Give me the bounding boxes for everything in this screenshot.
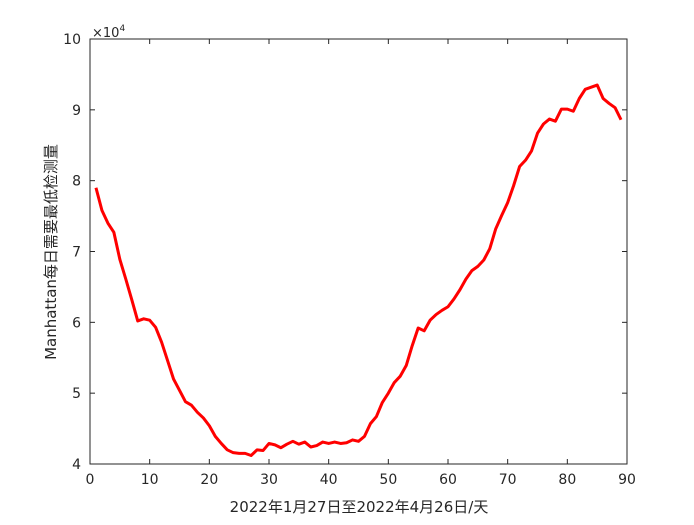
x-tick-label: 20 <box>200 472 218 488</box>
x-axis-ticks: 0 10 20 30 40 50 60 70 80 90 <box>86 39 636 488</box>
y-tick-label: 6 <box>72 315 81 331</box>
y-tick-label: 5 <box>72 386 81 402</box>
plot-frame <box>89 38 628 465</box>
y-axis-exponent: ×104 <box>92 24 125 41</box>
x-tick-label: 90 <box>618 472 636 488</box>
x-tick-label: 50 <box>379 472 397 488</box>
x-tick-label: 40 <box>320 472 338 488</box>
series-layer <box>94 83 623 457</box>
y-exponent-power: 4 <box>119 24 125 34</box>
y-tick-label: 7 <box>72 245 81 261</box>
y-tick-label: 10 <box>63 32 81 48</box>
axes-box <box>89 38 628 465</box>
x-tick-label: 80 <box>558 472 576 488</box>
x-tick-label: 10 <box>141 472 159 488</box>
series-line-1 <box>94 83 623 457</box>
y-exponent-base: ×10 <box>92 26 119 41</box>
y-tick-label: 8 <box>72 174 81 190</box>
x-tick-label: 30 <box>260 472 278 488</box>
x-tick-label: 70 <box>499 472 517 488</box>
y-axis-ticks: 4 5 6 7 8 9 10 <box>63 32 627 473</box>
x-axis-label: 2022年1月27日至2022年4月26日/天 <box>230 498 489 516</box>
y-tick-label: 4 <box>72 457 81 473</box>
x-tick-label: 0 <box>86 472 95 488</box>
x-tick-label: 60 <box>439 472 457 488</box>
y-axis-label: Manhattan每日需要最低检测量 <box>42 144 60 360</box>
y-tick-label: 9 <box>72 103 81 119</box>
